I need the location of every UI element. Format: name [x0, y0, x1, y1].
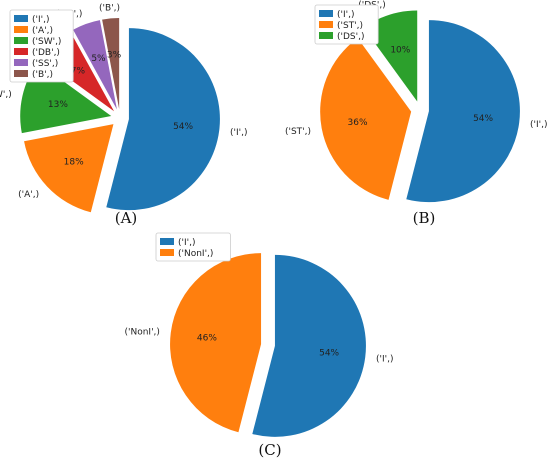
- legend-swatch: [14, 48, 28, 55]
- slice-category-label: ('I',): [530, 120, 548, 130]
- legend-swatch: [14, 59, 28, 66]
- legend-entry: ('SS',): [32, 59, 58, 69]
- slice-percent-label: 7%: [71, 66, 86, 76]
- slice-percent-label: 54%: [173, 122, 193, 132]
- legend-entry: ('B',): [32, 70, 53, 80]
- legend: ('I',)('ST',)('DS',): [314, 4, 379, 45]
- slice-percent-label: 54%: [473, 114, 493, 124]
- slice-category-label: ('I',): [376, 355, 394, 365]
- slice-category-label: ('ST',): [285, 127, 311, 137]
- pie-slice: [406, 20, 520, 203]
- legend-swatch: [319, 10, 333, 17]
- legend-entry: ('I',): [32, 15, 50, 25]
- legend-swatch: [14, 37, 28, 44]
- slice-percent-label: 10%: [390, 46, 410, 56]
- legend-swatch: [14, 26, 28, 33]
- legend-swatch: [160, 238, 174, 245]
- legend-entry: ('I',): [178, 238, 196, 248]
- legend-entry: ('NonI',): [178, 249, 213, 259]
- pie-slice: [24, 124, 114, 213]
- slice-category-label: ('I',): [230, 128, 248, 138]
- slice-category-label: ('SW',): [0, 90, 12, 100]
- slice-percent-label: 3%: [107, 51, 122, 61]
- pie-slice: [170, 253, 262, 433]
- pie-slice: [106, 28, 220, 211]
- slice-category-label: ('B',): [99, 4, 120, 14]
- slice-percent-label: 54%: [319, 349, 339, 359]
- legend-swatch: [14, 70, 28, 77]
- panel-label: (A): [115, 209, 138, 227]
- pie-slice: [320, 38, 412, 200]
- legend-entry: ('I',): [337, 10, 355, 20]
- legend-entry: ('ST',): [337, 21, 363, 31]
- panel-label: (C): [258, 441, 281, 459]
- slice-percent-label: 13%: [48, 100, 68, 110]
- legend-entry: ('DS',): [337, 32, 364, 42]
- legend: ('I',)('A',)('SW',)('DB',)('SS',)('B',): [9, 9, 74, 83]
- pie-chart-0: 54% ('I',) 18% ('A',) 13% ('SW',) 7% ('DB',) 5% (…: [0, 4, 248, 227]
- legend-entry: ('A',): [32, 26, 53, 36]
- slice-category-label: ('NonI',): [125, 327, 160, 337]
- slice-percent-label: 46%: [197, 333, 217, 343]
- slice-percent-label: 18%: [64, 158, 84, 168]
- slice-category-label: ('A',): [18, 190, 39, 200]
- legend-frame: [155, 232, 231, 262]
- pie-slice: [252, 254, 366, 437]
- legend-swatch: [319, 21, 333, 28]
- legend: ('I',)('NonI',): [155, 232, 231, 262]
- pie-chart-2: 54%('I',)46%('NonI',)('I',)('NonI',)(C): [125, 232, 394, 459]
- pie-chart-1: 54%('I',)36%('ST',)10%('DS',)('I',)('ST'…: [285, 1, 548, 227]
- pie-slice: [102, 18, 120, 110]
- legend-swatch: [160, 249, 174, 256]
- slice-percent-label: 5%: [91, 54, 106, 64]
- legend-entry: ('SW',): [32, 37, 61, 47]
- legend-entry: ('DB',): [32, 48, 60, 58]
- legend-swatch: [319, 32, 333, 39]
- legend-swatch: [14, 15, 28, 22]
- pie-slice: [73, 20, 117, 110]
- slice-percent-label: 36%: [348, 118, 368, 128]
- panel-label: (B): [413, 209, 436, 227]
